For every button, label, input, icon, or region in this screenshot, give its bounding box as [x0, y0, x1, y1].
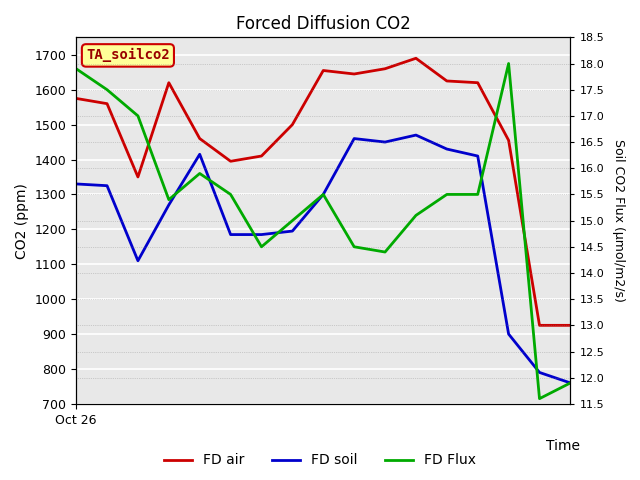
- Y-axis label: CO2 (ppm): CO2 (ppm): [15, 183, 29, 259]
- Text: TA_soilco2: TA_soilco2: [86, 48, 170, 62]
- Legend: FD air, FD soil, FD Flux: FD air, FD soil, FD Flux: [158, 448, 482, 473]
- Text: Time: Time: [546, 439, 580, 454]
- Y-axis label: Soil CO2 Flux (μmol/m2/s): Soil CO2 Flux (μmol/m2/s): [612, 139, 625, 302]
- Title: Forced Diffusion CO2: Forced Diffusion CO2: [236, 15, 411, 33]
